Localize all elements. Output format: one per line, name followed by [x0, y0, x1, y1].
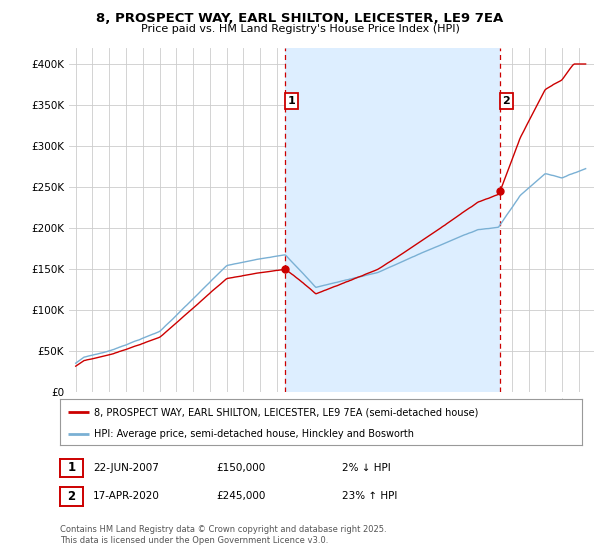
Text: HPI: Average price, semi-detached house, Hinckley and Bosworth: HPI: Average price, semi-detached house,…: [94, 429, 414, 438]
Text: 1: 1: [287, 96, 295, 106]
Text: 23% ↑ HPI: 23% ↑ HPI: [342, 492, 397, 501]
Text: Price paid vs. HM Land Registry's House Price Index (HPI): Price paid vs. HM Land Registry's House …: [140, 24, 460, 34]
Text: £245,000: £245,000: [216, 492, 265, 501]
Text: 2: 2: [67, 490, 76, 503]
Text: 8, PROSPECT WAY, EARL SHILTON, LEICESTER, LE9 7EA (semi-detached house): 8, PROSPECT WAY, EARL SHILTON, LEICESTER…: [94, 407, 478, 417]
Text: 2% ↓ HPI: 2% ↓ HPI: [342, 463, 391, 473]
Text: £150,000: £150,000: [216, 463, 265, 473]
Bar: [285, 48, 500, 392]
Text: 8, PROSPECT WAY, EARL SHILTON, LEICESTER, LE9 7EA: 8, PROSPECT WAY, EARL SHILTON, LEICESTER…: [97, 12, 503, 25]
Text: Contains HM Land Registry data © Crown copyright and database right 2025.
This d: Contains HM Land Registry data © Crown c…: [60, 525, 386, 545]
Text: 1: 1: [67, 461, 76, 474]
Text: 2: 2: [502, 96, 510, 106]
Text: 22-JUN-2007: 22-JUN-2007: [93, 463, 159, 473]
Text: 17-APR-2020: 17-APR-2020: [93, 492, 160, 501]
